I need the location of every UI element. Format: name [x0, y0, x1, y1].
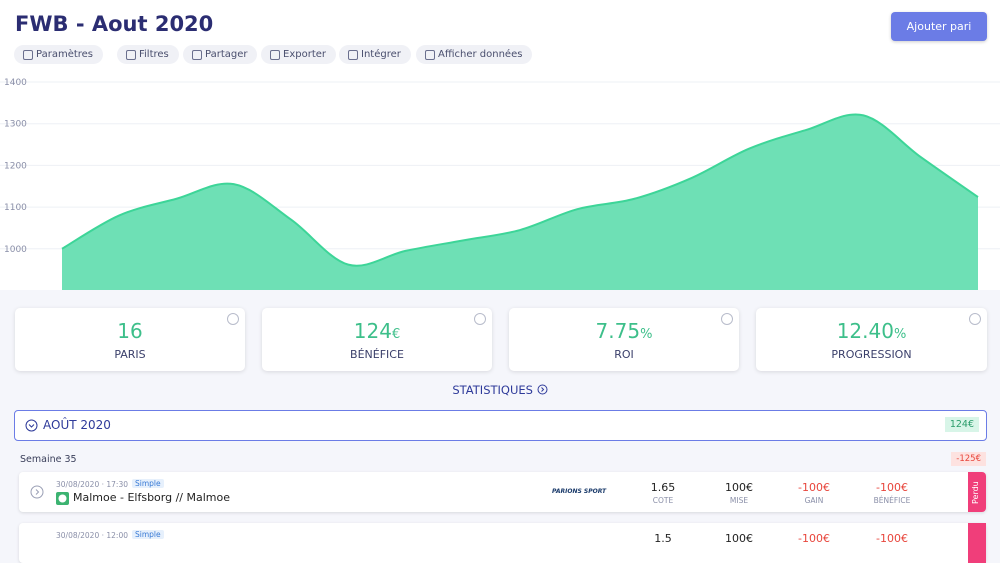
- stats-link[interactable]: STATISTIQUES: [0, 383, 1000, 397]
- cote: 1.5: [654, 532, 672, 545]
- month-label: AOÛT 2020: [43, 418, 111, 432]
- benefice: -100€: [876, 532, 908, 545]
- toolbar-button[interactable]: Intégrer: [339, 45, 411, 64]
- status: [968, 523, 986, 563]
- value: 12.40: [836, 319, 894, 343]
- month-total: 124€: [944, 417, 979, 432]
- bookmaker: PARIONS SPORT: [552, 488, 607, 495]
- stat-card: 124€ BÉNÉFICE: [262, 308, 492, 371]
- help-icon[interactable]: [227, 313, 239, 325]
- toolbar-button[interactable]: Exporter: [261, 45, 336, 64]
- value: 16: [117, 319, 143, 343]
- chart: 1000 1100 1200 1300 1400: [0, 78, 1000, 290]
- y-tick-label: 1400: [4, 78, 27, 88]
- bet-row[interactable]: 30/08/2020 · 12:00 Simple 1.5 100€ -100€…: [19, 523, 986, 563]
- help-icon[interactable]: [969, 313, 981, 325]
- bet-match: Malmoe - Elfsborg // Malmoe: [73, 491, 231, 504]
- title: FWB - Aout 2020: [15, 12, 214, 36]
- benefice: -100€: [876, 481, 908, 494]
- week-label: Semaine 35: [20, 454, 77, 465]
- gain: -100€: [798, 532, 830, 545]
- stat-label: BÉNÉFICE: [350, 348, 404, 361]
- icon: [25, 419, 38, 432]
- mise: 100€: [725, 481, 753, 494]
- help-icon[interactable]: [474, 313, 486, 325]
- bet-type: Simple: [132, 479, 164, 488]
- bet-row[interactable]: 30/08/2020 · 17:30 Simple Malmoe - Elfsb…: [19, 472, 986, 512]
- unit: €: [391, 327, 401, 342]
- stat-label: PARIS: [114, 348, 146, 361]
- gain-label: GAIN: [804, 496, 824, 505]
- icon: [537, 384, 548, 395]
- toolbar-button[interactable]: Filtres: [117, 45, 179, 64]
- help-icon[interactable]: [721, 313, 733, 325]
- cote-label: COTE: [652, 496, 674, 505]
- stat-value: 124€: [262, 319, 492, 343]
- y-tick-label: 1100: [4, 203, 27, 213]
- month-header[interactable]: AOÛT 2020 124€: [14, 410, 987, 441]
- y-tick-label: 1200: [4, 161, 27, 171]
- expand-icon[interactable]: [30, 485, 44, 499]
- area: [62, 114, 978, 290]
- mise-label: MISE: [729, 496, 749, 505]
- line: [61, 113, 979, 267]
- toolbar-button[interactable]: Paramètres: [14, 45, 104, 64]
- unit: %: [893, 327, 907, 342]
- gain: -100€: [798, 481, 830, 494]
- week-total: -125€: [951, 452, 986, 466]
- toolbar-button[interactable]: Partager: [183, 45, 258, 64]
- value: 124: [353, 319, 392, 343]
- bet-type: Simple: [132, 530, 164, 539]
- y-tick-label: 1300: [4, 120, 27, 130]
- y-tick-label: 1000: [4, 245, 27, 255]
- bet-date: 30/08/2020 · 17:30: [56, 480, 128, 489]
- status-label: Perdu: [971, 481, 980, 504]
- status: Perdu: [968, 472, 986, 512]
- stat-value: 16: [15, 319, 245, 343]
- bet-date: 30/08/2020 · 12:00: [56, 531, 128, 540]
- stat-value: 7.75%: [509, 319, 739, 343]
- stat-card: 12.40% PROGRESSION: [756, 308, 987, 371]
- link-text: STATISTIQUES: [452, 383, 533, 397]
- stat-label: ROI: [614, 348, 634, 361]
- benefice-label: BÉNÉFICE: [873, 496, 911, 505]
- add-bet-button[interactable]: Ajouter pari: [891, 12, 987, 41]
- stat-value: 12.40%: [756, 319, 987, 343]
- value: 7.75: [595, 319, 641, 343]
- sport-icon: [56, 492, 69, 505]
- stat-card: 16 PARIS: [15, 308, 245, 371]
- cote: 1.65: [650, 481, 676, 494]
- toolbar-button[interactable]: Afficher données: [416, 45, 533, 64]
- unit: %: [640, 327, 653, 342]
- button-label: Ajouter pari: [906, 20, 972, 33]
- page: 1000 1100 1200 1300 1400 FWB - Aout 2020 Ajo…: [0, 12, 1000, 563]
- mise: 100€: [725, 532, 753, 545]
- stat-card: 7.75% ROI: [509, 308, 739, 371]
- stat-label: PROGRESSION: [831, 348, 912, 361]
